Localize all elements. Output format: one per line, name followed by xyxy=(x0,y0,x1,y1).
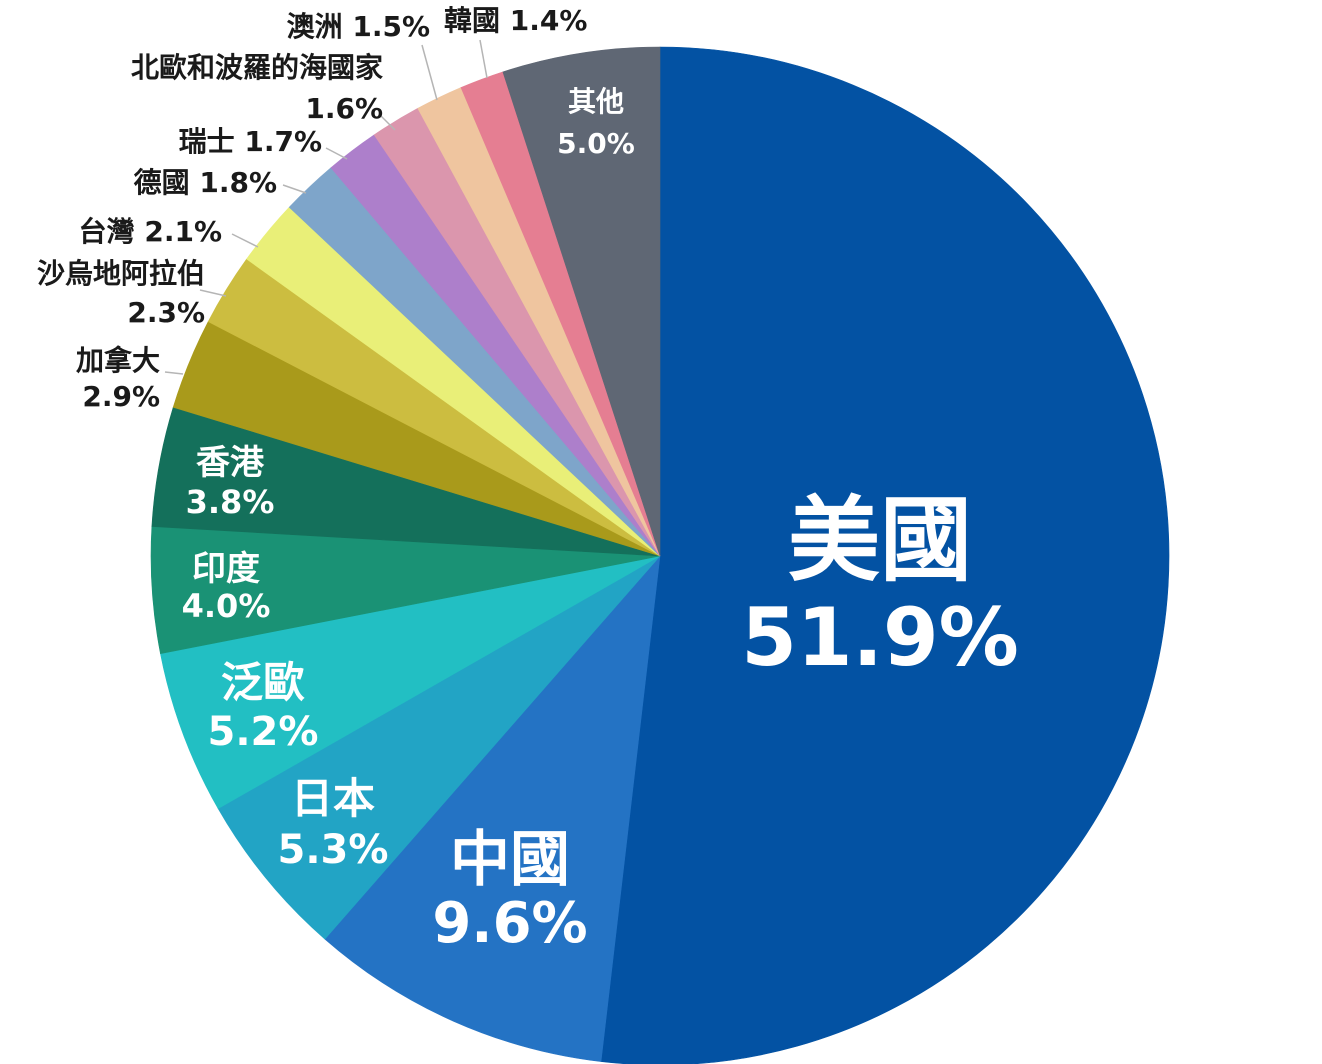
slice-value-label-12: 1.6% xyxy=(305,92,383,125)
leader-line-7 xyxy=(164,371,184,375)
leader-line-13 xyxy=(421,44,438,101)
slice-label-10: 德國 1.8% xyxy=(134,166,277,199)
slice-label-11: 瑞士 1.7% xyxy=(179,125,322,158)
slice-value-label-7: 2.9% xyxy=(82,380,160,413)
slice-value-label-4: 5.2% xyxy=(208,709,319,755)
slice-name-label-5: 印度 xyxy=(192,549,260,589)
leader-line-12 xyxy=(379,114,396,131)
leader-line-9 xyxy=(231,233,259,248)
slice-name-label-1: 美國 xyxy=(788,487,972,594)
slice-name-label-12: 北歐和波羅的海國家 xyxy=(131,51,383,84)
slice-label-9: 台灣 2.1% xyxy=(79,215,222,248)
slice-value-label-3: 5.3% xyxy=(278,827,389,873)
slice-name-label-8: 沙烏地阿拉伯 xyxy=(37,257,205,290)
slice-label-13: 澳洲 1.5% xyxy=(287,10,430,43)
pie-slice-4 xyxy=(160,555,661,810)
slice-value-label-5: 4.0% xyxy=(182,587,271,625)
pie-slice-1 xyxy=(600,46,1170,1064)
slice-name-label-7: 加拿大 xyxy=(76,344,160,377)
slice-name-label-15: 其他 xyxy=(568,85,624,118)
leader-line-11 xyxy=(325,147,348,160)
pie-slice-2 xyxy=(324,555,661,1062)
slice-name-label-3: 日本 xyxy=(291,774,375,823)
slice-name-label-2: 中國 xyxy=(450,825,570,895)
slice-value-label-8: 2.3% xyxy=(127,296,205,329)
slice-label-14: 韓國 1.4% xyxy=(444,4,587,37)
leader-line-10 xyxy=(282,184,307,194)
slice-name-label-6: 香港 xyxy=(196,443,265,483)
slice-value-label-6: 3.8% xyxy=(186,483,275,521)
pie-slice-15 xyxy=(502,46,661,557)
slice-value-label-1: 51.9% xyxy=(741,591,1019,684)
pie-slice-3 xyxy=(217,555,661,940)
leader-line-14 xyxy=(479,39,488,79)
slice-value-label-2: 9.6% xyxy=(432,891,587,956)
slice-name-label-4: 泛歐 xyxy=(221,658,305,707)
slice-value-label-15: 5.0% xyxy=(557,127,635,160)
leader-line-8 xyxy=(199,289,227,297)
